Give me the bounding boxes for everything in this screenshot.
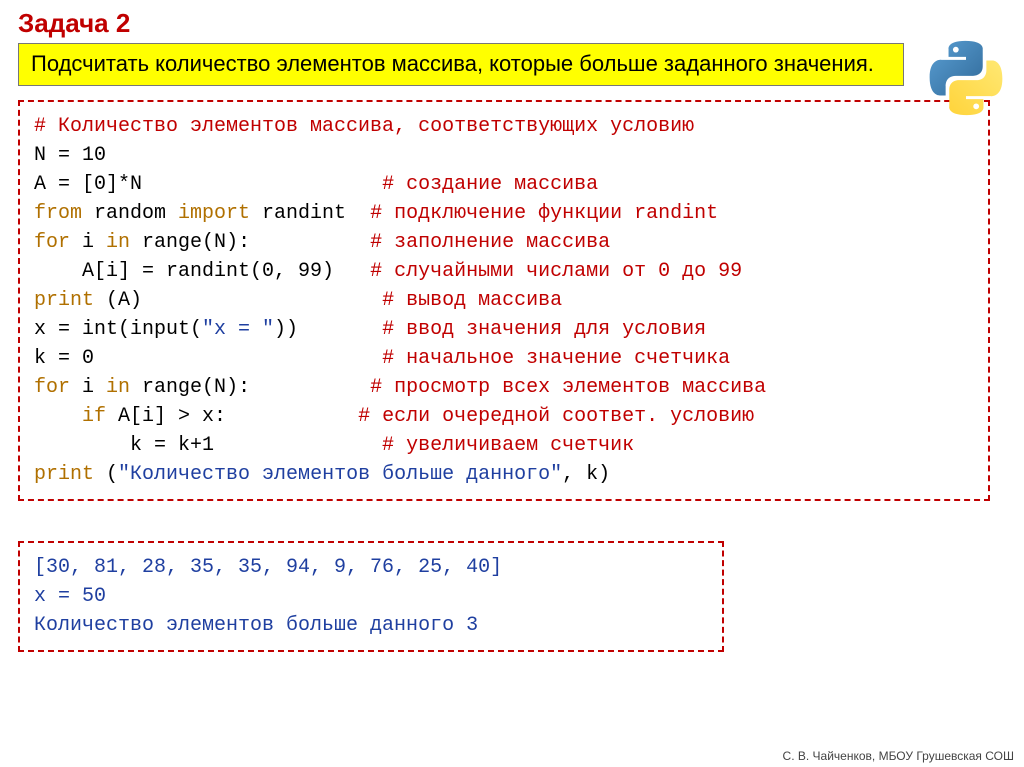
code-line: k = k+1 [34,434,214,457]
code-comment: # начальное значение счетчика [94,347,730,370]
code-comment: # подключение функции [346,202,634,225]
code-comment: # увеличиваем счетчик [214,434,634,457]
code-comment: # вывод массива [142,289,562,312]
code-comment: # если очередной соответ. условию [226,405,754,428]
footer-attribution: С. В. Чайченков, МБОУ Грушевская СОШ [783,749,1014,763]
code-line: A[i] = randint(0, 99) [34,260,334,283]
code-keyword: print [34,463,94,486]
code-comment: # просмотр всех элементов массива [250,376,766,399]
task-description: Подсчитать количество элементов массива,… [18,43,904,86]
code-comment: # случайными числами от 0 до 99 [334,260,742,283]
code-keyword: for [34,231,70,254]
output-line: Количество элементов больше данного 3 [34,614,478,637]
python-logo-icon [926,38,1006,118]
code-comment: # ввод значения для условия [298,318,706,341]
code-keyword: print [34,289,94,312]
code-keyword: in [106,376,130,399]
output-block: [30, 81, 28, 35, 35, 94, 9, 76, 25, 40] … [18,541,724,652]
code-keyword: in [106,231,130,254]
code-keyword: if [34,405,106,428]
code-line: k = 0 [34,347,94,370]
output-line: x = 50 [34,585,106,608]
output-line: [30, 81, 28, 35, 35, 94, 9, 76, 25, 40] [34,556,502,579]
code-line: x = int(input( [34,318,202,341]
code-line: # Количество элементов массива, соответс… [34,115,694,138]
task-title: Задача 2 [0,0,1024,43]
code-keyword: import [178,202,250,225]
code-keyword: for [34,376,70,399]
code-line: N = 10 [34,144,106,167]
code-comment: # заполнение массива [250,231,610,254]
code-line: A = [0]*N [34,173,142,196]
code-comment: # создание массива [382,173,598,196]
code-keyword: from [34,202,82,225]
code-block: # Количество элементов массива, соответс… [18,100,990,501]
